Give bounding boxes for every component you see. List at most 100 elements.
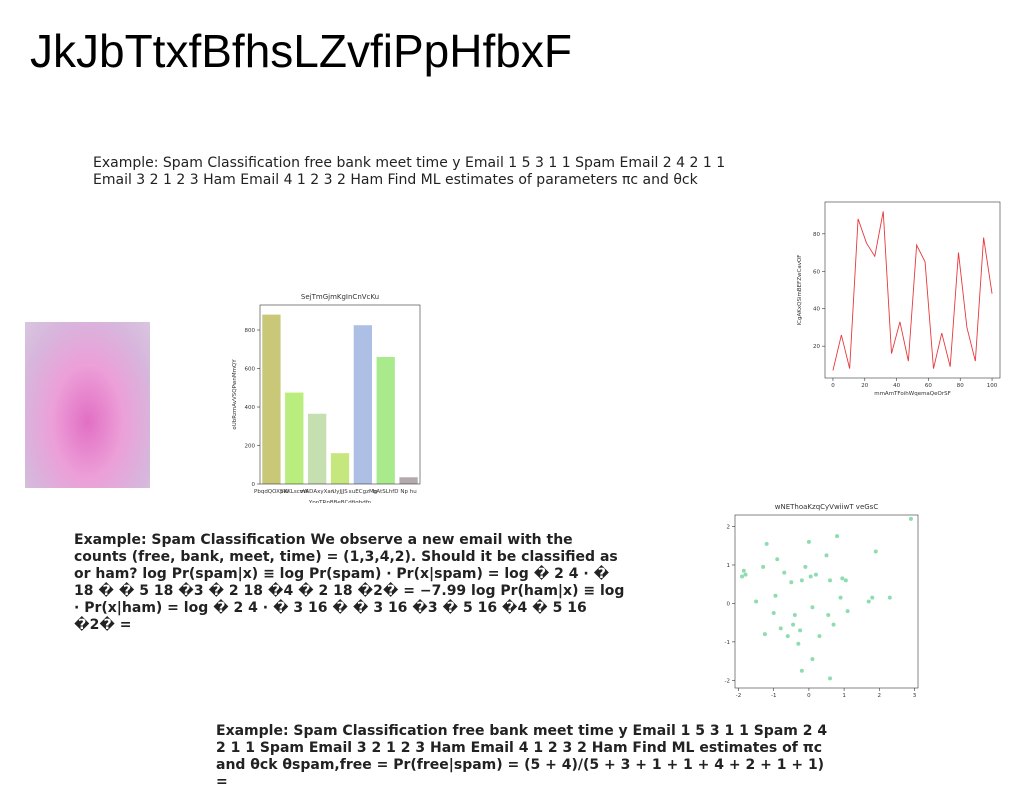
y-tick-label: 0 <box>727 601 731 607</box>
point <box>773 593 778 598</box>
slide-title: JkJbTtxfBfhsLZvfiPpHfbxF <box>30 25 572 77</box>
x-tick-label: 60 <box>925 383 932 389</box>
x-tick-label: UyJjJS <box>332 489 348 495</box>
line-chart: mmAmTFoihWqemaQeOrSF ICgAKxQSimBEFZwCavOF… <box>797 201 1001 397</box>
point <box>831 622 836 627</box>
x-tick-label: Np hu <box>400 489 416 495</box>
bar <box>330 453 350 484</box>
y-tick-label: 60 <box>813 269 820 275</box>
x-tick-label: 2 <box>878 693 882 698</box>
point <box>817 634 822 639</box>
point <box>743 572 748 577</box>
x-tick-label: 1 <box>842 693 846 698</box>
point <box>803 564 808 569</box>
x-tick-label: pKKLscvW <box>280 489 309 495</box>
y-tick-label: 20 <box>813 344 820 350</box>
point <box>775 557 780 562</box>
plot-frame <box>259 304 421 485</box>
x-tick-label: xuECgzMg <box>349 489 378 495</box>
line <box>832 211 993 371</box>
y-tick-label: 600 <box>245 367 256 373</box>
x-tick-label: 100 <box>987 383 998 389</box>
x-tick-label: 0 <box>807 693 811 698</box>
chart-title: SejTmGjmKgInCnVcKu <box>301 293 379 301</box>
point <box>806 539 811 544</box>
point <box>908 516 913 521</box>
point <box>741 568 746 573</box>
point <box>764 541 769 546</box>
point <box>810 657 815 662</box>
point <box>810 605 815 610</box>
y-tick-label: 400 <box>245 405 256 411</box>
x-tick-label: 3 <box>913 693 917 698</box>
y-tick-label: 40 <box>813 307 820 313</box>
point <box>789 580 794 585</box>
plot-frame <box>824 201 1001 379</box>
y-axis-label: ICgAKxQSimBEFZwCavOF <box>797 255 803 326</box>
point <box>791 622 796 627</box>
point <box>771 611 776 616</box>
text-block: Example: Spam Classification free bank m… <box>216 723 828 790</box>
point <box>813 572 818 577</box>
point <box>792 612 797 617</box>
point <box>828 676 833 681</box>
point <box>866 599 871 604</box>
point <box>824 553 829 558</box>
x-tick-label: 40 <box>893 383 900 389</box>
point <box>799 668 804 673</box>
point <box>887 595 892 600</box>
x-tick-label: PbqdQOXSW <box>254 489 289 495</box>
y-tick-label: 80 <box>813 232 820 238</box>
scatter-chart: wNEThoaKzqCyVwiiwT veGsC -2 -1 0 1 2 -2 -1 0 1 2 3 <box>725 503 919 698</box>
y-tick-label: 200 <box>245 444 256 450</box>
bar <box>285 392 304 484</box>
point <box>785 634 790 639</box>
point <box>761 564 766 569</box>
image <box>25 322 150 488</box>
x-tick-label: 0 <box>831 383 835 389</box>
point <box>838 595 843 600</box>
point <box>796 641 801 646</box>
x-tick-label: bAtSLhfD <box>373 489 399 495</box>
y-tick-label: 800 <box>245 328 256 334</box>
y-axis-label: oUbRzmAvVSQPwnMmQY <box>232 359 238 430</box>
text-block: Example: Spam Classification We observe … <box>74 532 625 633</box>
point <box>754 599 759 604</box>
point <box>873 549 878 554</box>
point <box>843 578 848 583</box>
bar <box>262 314 281 484</box>
point <box>828 578 833 583</box>
point <box>840 576 845 581</box>
bar <box>353 325 372 484</box>
x-tick-label: -1 <box>771 693 776 698</box>
point <box>835 534 840 539</box>
x-axis-label: YpnTRpBBeBCdfigbdfn <box>308 500 372 503</box>
point <box>826 612 831 617</box>
y-tick-label: -2 <box>725 678 730 684</box>
point <box>845 609 850 614</box>
x-tick-label: 20 <box>861 383 868 389</box>
bar <box>399 477 418 484</box>
point <box>778 626 783 631</box>
point <box>740 574 745 579</box>
point <box>808 574 813 579</box>
bar <box>376 356 395 484</box>
point <box>798 628 803 633</box>
x-tick-label: 80 <box>957 383 964 389</box>
y-tick-label: -1 <box>725 640 730 646</box>
x-tick-label: -2 <box>736 693 741 698</box>
point <box>870 595 875 600</box>
bar-chart: SejTmGjmKgInCnVcKu YpnTRpBBeBCdfigbdfn oUb… <box>232 293 421 503</box>
point <box>762 632 767 637</box>
plot-frame <box>734 514 919 689</box>
bar <box>308 413 327 484</box>
chart-title: wNEThoaKzqCyVwiiwT veGsC <box>775 503 879 511</box>
y-tick-label: 0 <box>252 482 256 488</box>
y-tick-label: 2 <box>727 525 731 531</box>
text-block: Example: Spam Classification free bank m… <box>93 155 726 188</box>
y-tick-label: 1 <box>727 563 731 569</box>
point <box>782 570 787 575</box>
x-tick-label: mADAxyXan <box>300 489 335 495</box>
x-axis-label: mmAmTFoihWqemaQeOrSF <box>874 391 951 397</box>
